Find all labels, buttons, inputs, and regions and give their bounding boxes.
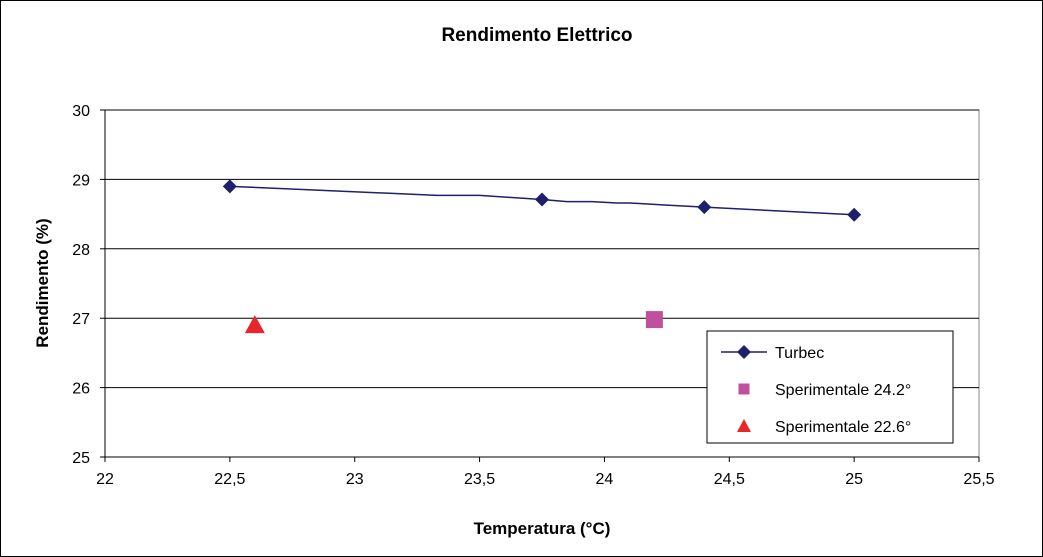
y-tick-label: 29	[72, 172, 90, 189]
legend-marker-square	[738, 383, 750, 395]
data-point-diamond	[222, 179, 237, 194]
legend-label: Turbec	[775, 345, 824, 362]
legend-marker-diamond	[737, 345, 751, 359]
y-tick-label: 27	[72, 311, 90, 328]
y-tick-label: 28	[72, 242, 90, 259]
series-line-turbec	[229, 185, 855, 216]
x-tick-label: 24,5	[714, 471, 745, 488]
series-layer	[222, 179, 862, 334]
y-tick-label: 30	[72, 103, 90, 120]
data-point-diamond	[535, 192, 549, 207]
gridlines	[105, 109, 979, 389]
x-tick-label: 24	[596, 471, 614, 488]
x-tick-label: 22,5	[214, 471, 245, 488]
x-tick-label: 25	[845, 471, 863, 488]
chart-title: Rendimento Elettrico	[441, 25, 632, 46]
legend-label: Sperimentale 24.2°	[775, 382, 911, 399]
x-tick-label: 23,5	[464, 471, 495, 488]
x-axis: 22 22,5 23 23,5 24 24,5 25 25,5	[96, 456, 995, 488]
y-axis-label: Rendimento (%)	[33, 218, 52, 347]
legend-label: Sperimentale 22.6°	[775, 419, 911, 436]
y-axis: 25 26 27 28 29 30	[72, 103, 106, 467]
data-point-triangle	[244, 315, 265, 334]
x-tick-label: 22	[96, 471, 114, 488]
legend: Turbec Sperimentale 24.2° Sperimentale 22.…	[706, 330, 954, 444]
x-tick-label: 25,5	[963, 471, 994, 488]
legend-marker-triangle	[737, 419, 751, 432]
x-axis-label: Temperatura (°C)	[474, 519, 611, 538]
x-tick-label: 23	[346, 471, 364, 488]
data-point-square	[645, 311, 663, 329]
y-tick-label: 26	[72, 381, 90, 398]
data-point-diamond	[697, 200, 712, 215]
data-point-diamond	[847, 207, 862, 222]
y-tick-label: 25	[72, 450, 90, 467]
